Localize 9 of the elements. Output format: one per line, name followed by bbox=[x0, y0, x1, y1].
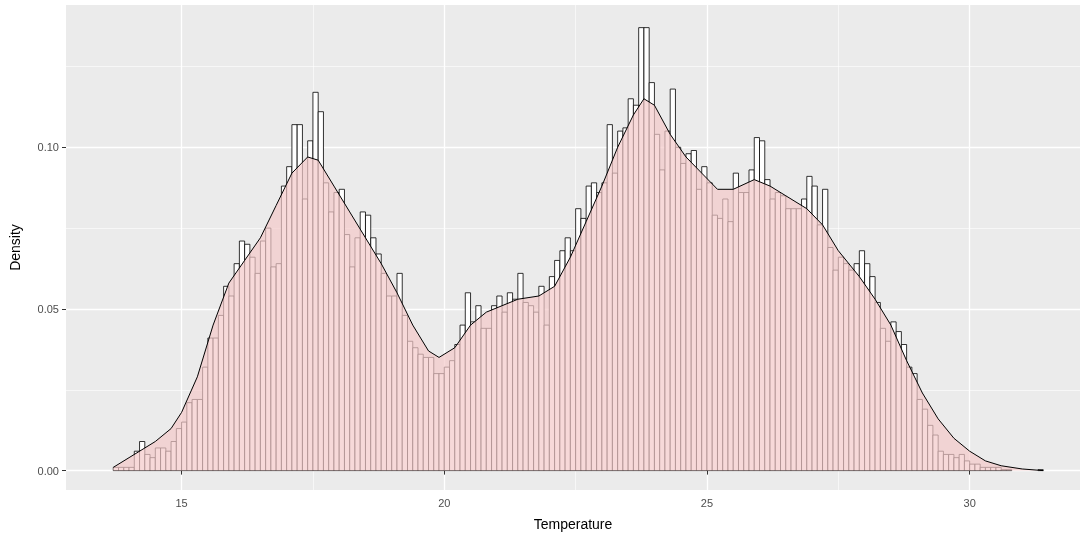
y-tick-label: 0.05 bbox=[37, 302, 59, 315]
x-tick-label: 30 bbox=[963, 496, 976, 509]
x-axis-title: Temperature bbox=[533, 516, 613, 532]
y-tick-label: 0.10 bbox=[37, 141, 59, 154]
y-axis-title: Density bbox=[7, 224, 23, 271]
x-tick-label: 25 bbox=[700, 496, 714, 509]
y-tick-label: 0.00 bbox=[37, 464, 59, 477]
x-tick-label: 15 bbox=[175, 496, 188, 509]
x-tick-label: 20 bbox=[438, 496, 451, 509]
